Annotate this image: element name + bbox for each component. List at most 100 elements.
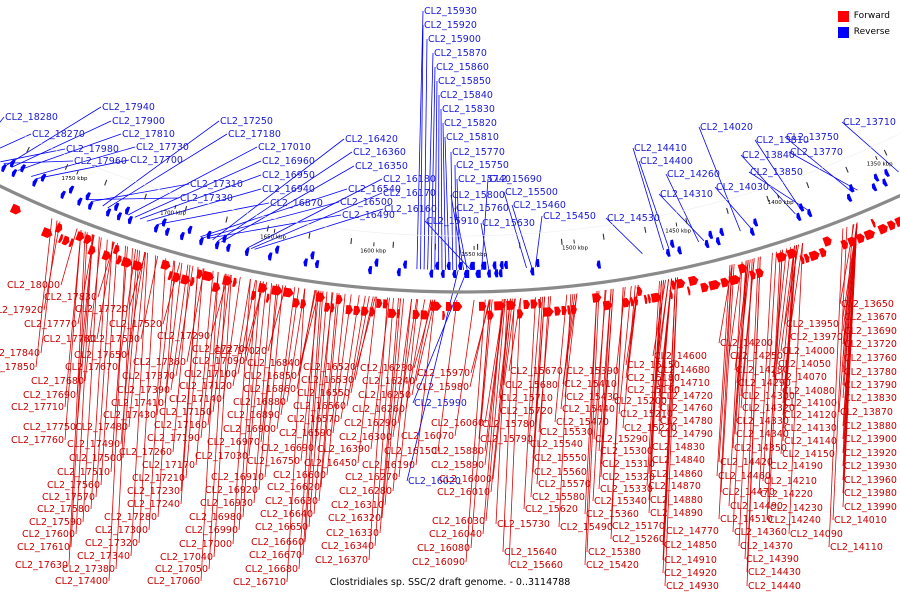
gene-label: CL2_15990 xyxy=(414,398,467,409)
gene-label: CL2_17500 xyxy=(69,453,122,464)
gene-leader-line xyxy=(320,293,340,488)
forward-gene-arrow xyxy=(863,229,876,241)
gene-label: CL2_17840 xyxy=(0,348,40,359)
reverse-gene-arrow xyxy=(125,206,131,215)
gene-label: CL2_15440 xyxy=(562,404,615,415)
gene-label: CL2_16020 xyxy=(408,476,461,487)
gene-glyphs xyxy=(1,159,900,320)
gene-label: CL2_15260 xyxy=(612,534,665,545)
gene-leader-line xyxy=(326,293,346,476)
reverse-gene-arrow xyxy=(708,230,714,240)
scale-dash xyxy=(806,182,810,189)
leader-lines xyxy=(0,10,899,587)
gene-label: CL2_14190 xyxy=(770,461,823,472)
gene-label: CL2_13670 xyxy=(844,312,897,323)
forward-gene-arrow xyxy=(886,220,896,231)
scale-dash xyxy=(266,225,269,232)
gene-label: CL2_17980 xyxy=(66,144,119,155)
gene-label: CL2_17290 xyxy=(157,331,210,342)
gene-leader-line xyxy=(754,139,803,212)
gene-label: CL2_17750 xyxy=(23,422,76,433)
gene-label: CL2_16160 xyxy=(384,204,437,215)
gene-label: CL2_17270 xyxy=(192,344,245,355)
gene-label: CL2_14110 xyxy=(830,542,883,553)
gene-leader-line xyxy=(100,243,118,486)
gene-label: CL2_16310 xyxy=(331,500,384,511)
gene-leader-line xyxy=(0,116,5,123)
gene-leader-line xyxy=(508,298,521,566)
gene-leader-line xyxy=(784,136,853,193)
gene-label: CL2_15800 xyxy=(452,190,505,201)
gene-label: CL2_16080 xyxy=(417,543,470,554)
gene-label: CL2_17560 xyxy=(47,480,100,491)
gene-leader-line xyxy=(450,151,454,271)
gene-label: CL2_17430 xyxy=(103,410,156,421)
gene-label: CL2_16350 xyxy=(355,161,408,172)
gene-label: CL2_13710 xyxy=(843,117,896,128)
forward-gene-arrow xyxy=(633,296,639,306)
forward-gene-arrow xyxy=(211,282,221,293)
gene-label: CL2_17510 xyxy=(57,467,110,478)
gene-leader-line xyxy=(232,279,251,545)
gene-label: CL2_14120 xyxy=(784,410,837,421)
gene-leader-line xyxy=(832,226,848,521)
gene-leader-line xyxy=(304,291,324,543)
gene-label: CL2_14140 xyxy=(784,436,837,447)
gene-label: CL2_15740 xyxy=(458,174,511,185)
reverse-gene-arrow xyxy=(677,246,683,255)
gene-label: CL2_17390 xyxy=(117,385,170,396)
gene-label: CL2_15780 xyxy=(482,419,535,430)
forward-gene-arrow xyxy=(345,304,353,315)
forward-gene-arrow xyxy=(749,270,756,280)
gene-label: CL2_15910 xyxy=(426,216,479,227)
gene-label: CL2_14030 xyxy=(716,182,769,193)
gene-label: CL2_14760 xyxy=(660,403,713,414)
gene-leader-line xyxy=(738,258,753,547)
forward-gene-arrow xyxy=(101,250,111,261)
gene-label: CL2_15840 xyxy=(440,90,493,101)
gene-label: CL2_15920 xyxy=(424,20,477,31)
reverse-gene-arrow xyxy=(665,248,671,257)
reverse-gene-arrow xyxy=(367,266,373,275)
gene-leader-line xyxy=(232,279,251,387)
forward-gene-arrow xyxy=(602,300,613,311)
gene-leader-line xyxy=(258,283,277,491)
gene-label: CL2_17570 xyxy=(42,492,95,503)
gene-label: CL2_13830 xyxy=(844,393,897,404)
forward-gene-arrow xyxy=(54,223,63,233)
forward-gene-arrow xyxy=(323,302,331,312)
gene-label: CL2_14240 xyxy=(768,515,821,526)
gene-leader-line xyxy=(612,286,626,402)
gene-leader-line xyxy=(782,245,797,442)
gene-label: CL2_17760 xyxy=(11,435,64,446)
gene-label: CL2_13690 xyxy=(844,326,897,337)
legend-entry-reverse: Reverse xyxy=(837,24,890,40)
scale-dash xyxy=(644,226,647,233)
gene-label: CL2_14860 xyxy=(650,469,703,480)
forward-gene-arrow xyxy=(855,233,865,244)
gene-leader-line xyxy=(740,258,755,409)
gene-label: CL2_15670 xyxy=(510,366,563,377)
gene-leader-line xyxy=(511,204,533,268)
gene-leader-line xyxy=(107,133,228,209)
forward-gene-arrow xyxy=(87,245,96,256)
gene-label: CL2_16270 xyxy=(345,472,398,483)
forward-gene-arrow xyxy=(353,305,361,316)
gene-label: CL2_15900 xyxy=(428,34,481,45)
forward-gene-arrow xyxy=(686,286,691,296)
gene-leader-line xyxy=(82,236,100,523)
gene-leader-line xyxy=(286,288,306,583)
gene-label: CL2_16230 xyxy=(360,363,413,374)
gene-label: CL2_15430 xyxy=(566,392,619,403)
gene-label: CL2_17380 xyxy=(62,564,115,575)
gene-leader-line xyxy=(780,245,795,455)
gene-label: CL2_18000 xyxy=(7,280,60,291)
gene-label: CL2_17480 xyxy=(75,422,128,433)
strand-legend: Forward Reverse xyxy=(837,8,890,40)
gene-label: CL2_14310 xyxy=(660,189,713,200)
gene-label: CL2_16880 xyxy=(233,397,286,408)
gene-label: CL2_14880 xyxy=(650,495,703,506)
gene-label: CL2_14710 xyxy=(657,378,710,389)
gene-leader-line xyxy=(480,222,490,270)
